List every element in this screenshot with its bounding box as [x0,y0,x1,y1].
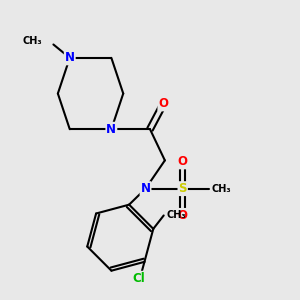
Text: N: N [106,123,116,136]
Text: S: S [178,182,187,195]
Text: CH₃: CH₃ [166,211,186,220]
Text: O: O [178,209,188,222]
Text: CH₃: CH₃ [22,36,42,46]
Text: N: N [140,182,151,195]
Text: O: O [158,98,168,110]
Text: N: N [65,51,75,64]
Text: CH₃: CH₃ [212,184,231,194]
Text: O: O [178,155,188,168]
Text: Cl: Cl [132,272,145,285]
